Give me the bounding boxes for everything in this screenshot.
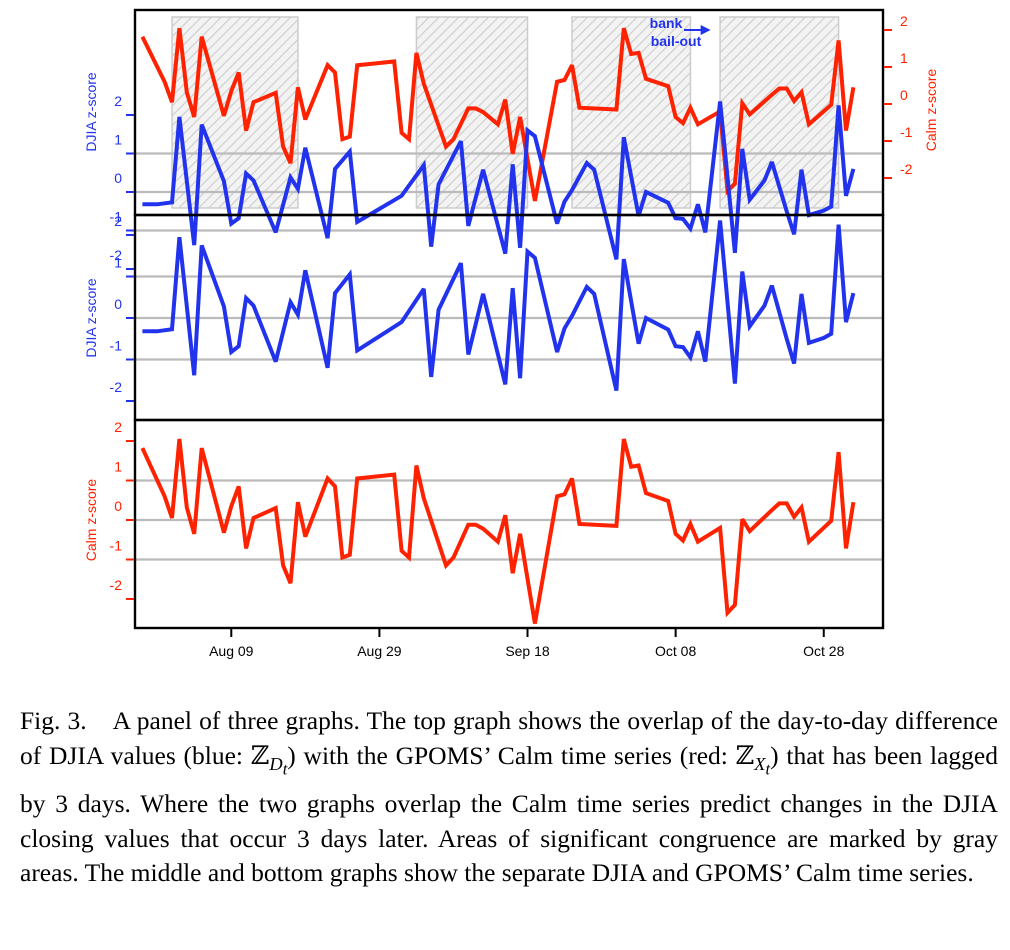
ytick-label-2-1: -1 [110,538,123,554]
panel-frames [126,8,892,637]
ytick-label-0-1: -1 [110,209,123,225]
top-djia-series [142,101,856,260]
ytick-label-2-4: 2 [114,419,122,435]
bottom-calm-series [140,438,856,624]
ytick-label-2-0: -2 [110,577,123,593]
ytick-label-0-3: 1 [114,132,122,148]
middle-djia-series [142,220,856,392]
series-lines [140,27,856,624]
panel-frame-2 [133,418,885,630]
caption-text-3: ) that has been lagged by 3 days. Where … [20,740,998,888]
figure-caption: Fig. 3. A panel of three graphs. The top … [20,704,998,891]
figure-chart: DJIA z-score Calm z-score DJIA z-score C… [83,8,939,659]
ytick-label-2-3: 1 [114,459,122,475]
caption-symbol-djia: ℤDt [250,740,288,779]
bottom-axis-label: Calm z-score [83,479,99,562]
annotation-arrow-head [700,25,711,35]
ytick-label-0-2: 0 [114,170,122,186]
middle-axis-label: DJIA z-score [83,278,99,358]
right-ytick-label-0: -2 [900,161,913,177]
ytick-label-1-2: 0 [114,296,122,312]
ytick-label-1-1: -1 [110,338,123,354]
xtick-label-3: Oct 08 [655,643,696,659]
right-ytick-label-4: 2 [900,13,908,29]
ytick-label-0-0: -2 [110,247,123,263]
caption-label: Fig. 3. [20,706,87,735]
ytick-label-2-2: 0 [114,498,122,514]
right-ytick-label-3: 1 [900,50,908,66]
axis-text: DJIA z-score Calm z-score DJIA z-score C… [83,13,939,659]
xtick-label-2: Sep 18 [505,643,550,659]
ytick-label-0-4: 2 [114,93,122,109]
caption-text-1: A panel of three graphs. The top graph s… [20,706,998,770]
xtick-label-1: Aug 29 [357,643,402,659]
right-ytick-label-1: -1 [900,124,913,140]
top-left-axis-label: DJIA z-score [83,72,99,152]
ytick-label-1-3: 1 [114,255,122,271]
annotation-bailout: bail-out [651,33,702,49]
caption-symbol-calm: ℤXt [735,740,771,779]
ytick-label-1-0: -2 [110,379,123,395]
ytick-label-1-4: 2 [114,213,122,229]
annotation-bank: bank [650,15,683,31]
caption-text-2: ) with the GPOMS’ Calm time series (red: [287,740,736,770]
top-calm-series [140,27,856,202]
xtick-label-4: Oct 28 [803,643,844,659]
xtick-label-0: Aug 09 [209,643,254,659]
right-ytick-label-2: 0 [900,87,908,103]
top-right-axis-label: Calm z-score [923,69,939,152]
